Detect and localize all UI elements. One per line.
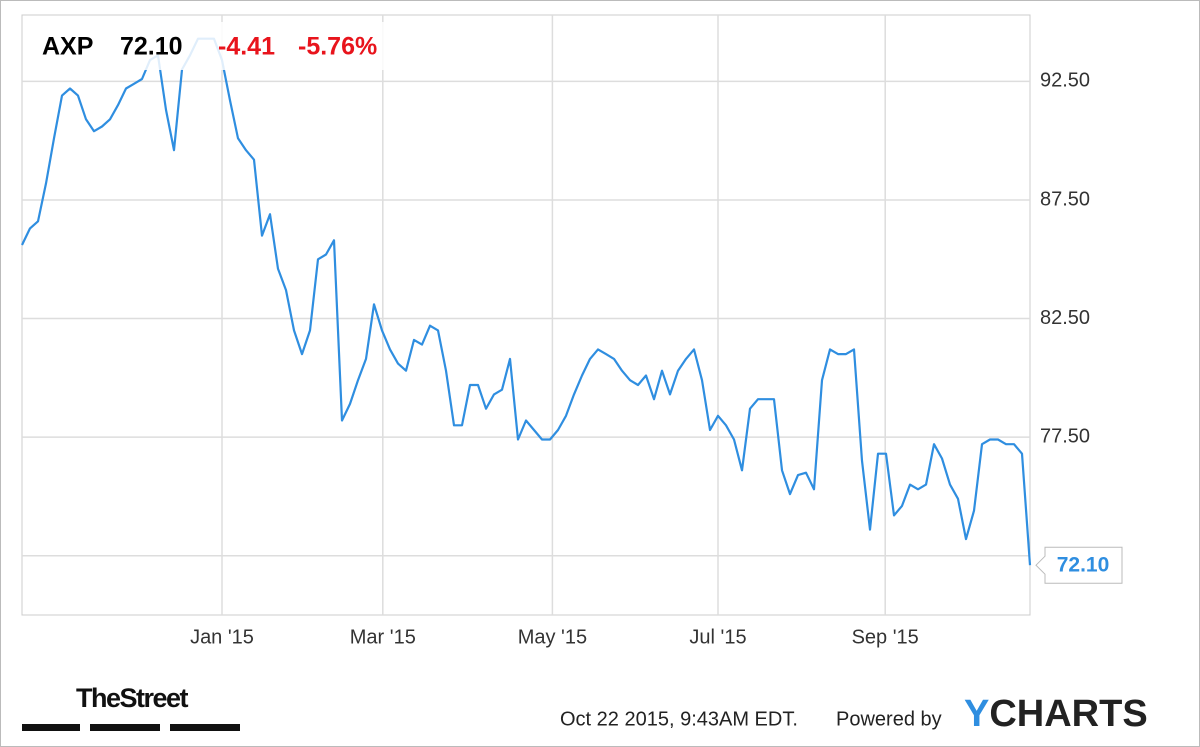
symbol: AXP — [42, 33, 93, 61]
y-tick-label: 77.50 — [1040, 425, 1090, 447]
header-box — [28, 22, 412, 70]
brand: TheStreet — [76, 683, 189, 713]
change-pct: -5.76% — [298, 33, 377, 61]
timestamp: Oct 22 2015, 9:43AM EDT. — [560, 708, 798, 730]
brand-bar — [22, 724, 80, 731]
last-value-box — [1035, 546, 1123, 584]
x-tick-label: May '15 — [518, 626, 587, 648]
brand-bar — [170, 724, 240, 731]
change: -4.41 — [218, 33, 275, 61]
last-value-label: 72.10 — [1057, 554, 1110, 577]
x-tick-label: Sep '15 — [852, 626, 919, 648]
price: 72.10 — [120, 33, 183, 61]
x-tick-label: Jul '15 — [689, 626, 746, 648]
y-tick-label: 87.50 — [1040, 188, 1090, 210]
logo: YCHARTS — [964, 693, 1148, 735]
powered-by: Powered by — [836, 708, 942, 730]
x-tick-label: Jan '15 — [190, 626, 254, 648]
plot-area — [21, 14, 1031, 616]
grid — [22, 15, 1030, 615]
logo-y: Y — [964, 693, 989, 735]
logo-rest: CHARTS — [989, 693, 1147, 735]
brand-bar — [90, 724, 160, 731]
x-tick-label: Mar '15 — [350, 626, 416, 648]
y-tick-label: 92.50 — [1040, 70, 1090, 92]
y-tick-label: 82.50 — [1040, 307, 1090, 329]
